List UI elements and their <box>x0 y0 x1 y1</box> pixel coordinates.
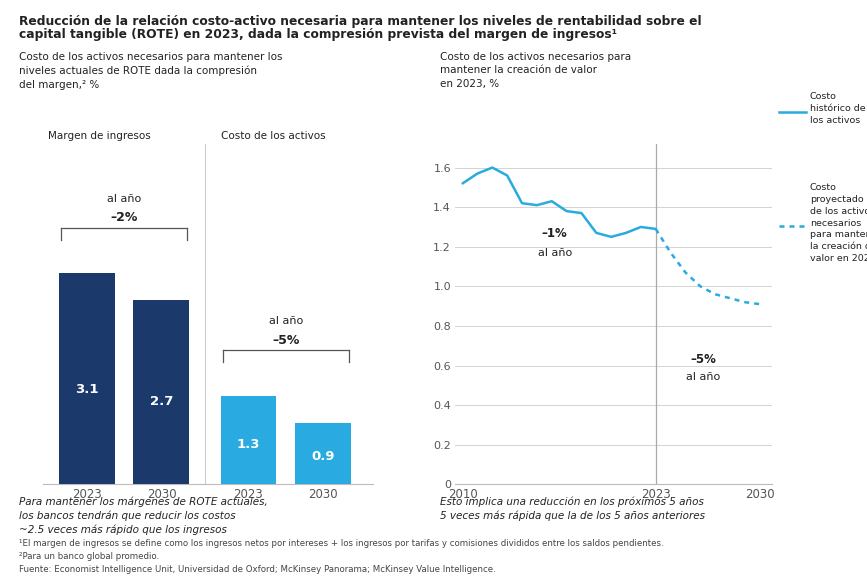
Text: Margen de ingresos: Margen de ingresos <box>49 131 151 141</box>
Bar <box>134 301 189 484</box>
Text: ²Para un banco global promedio.: ²Para un banco global promedio. <box>19 552 160 561</box>
Text: al año: al año <box>107 194 141 204</box>
Text: 0.9: 0.9 <box>311 450 335 463</box>
Text: ¹El margen de ingresos se define como los ingresos netos por intereses + los ing: ¹El margen de ingresos se define como lo… <box>19 539 664 548</box>
Text: –5%: –5% <box>690 353 716 366</box>
Bar <box>59 273 114 484</box>
Text: capital tangible (ROTE) en 2023, dada la compresión prevista del margen de ingre: capital tangible (ROTE) en 2023, dada la… <box>19 28 617 41</box>
Text: Para mantener los márgenes de ROTE actuales,
los bancos tendrán que reducir los : Para mantener los márgenes de ROTE actua… <box>19 496 268 535</box>
Text: al año: al año <box>686 372 720 383</box>
Text: Fuente: Economist Intelligence Unit, Universidad de Oxford; McKinsey Panorama; M: Fuente: Economist Intelligence Unit, Uni… <box>19 565 496 573</box>
Text: –2%: –2% <box>110 211 138 224</box>
Text: Costo
proyectado
de los activos
necesarios
para mantener
la creación de
valor en: Costo proyectado de los activos necesari… <box>810 183 867 263</box>
Text: –5%: –5% <box>272 334 299 347</box>
Text: al año: al año <box>538 248 572 258</box>
Text: 2.7: 2.7 <box>150 395 173 408</box>
Text: Costo de los activos necesarios para
mantener la creación de valor
en 2023, %: Costo de los activos necesarios para man… <box>440 52 631 89</box>
Text: Esto implica una reducción en los próximos 5 años
5 veces más rápida que la de l: Esto implica una reducción en los próxim… <box>440 496 706 521</box>
Text: Reducción de la relación costo-activo necesaria para mantener los niveles de ren: Reducción de la relación costo-activo ne… <box>19 15 701 28</box>
Text: 3.1: 3.1 <box>75 383 99 396</box>
Text: Costo de los activos necesarios para mantener los
niveles actuales de ROTE dada : Costo de los activos necesarios para man… <box>19 52 283 90</box>
Bar <box>220 396 277 484</box>
Text: –1%: –1% <box>542 227 568 240</box>
Text: Costo
histórico de
los activos: Costo histórico de los activos <box>810 92 865 125</box>
Text: 1.3: 1.3 <box>237 438 260 451</box>
Bar <box>295 423 351 484</box>
Text: al año: al año <box>269 316 303 326</box>
Text: Costo de los activos: Costo de los activos <box>221 131 325 141</box>
